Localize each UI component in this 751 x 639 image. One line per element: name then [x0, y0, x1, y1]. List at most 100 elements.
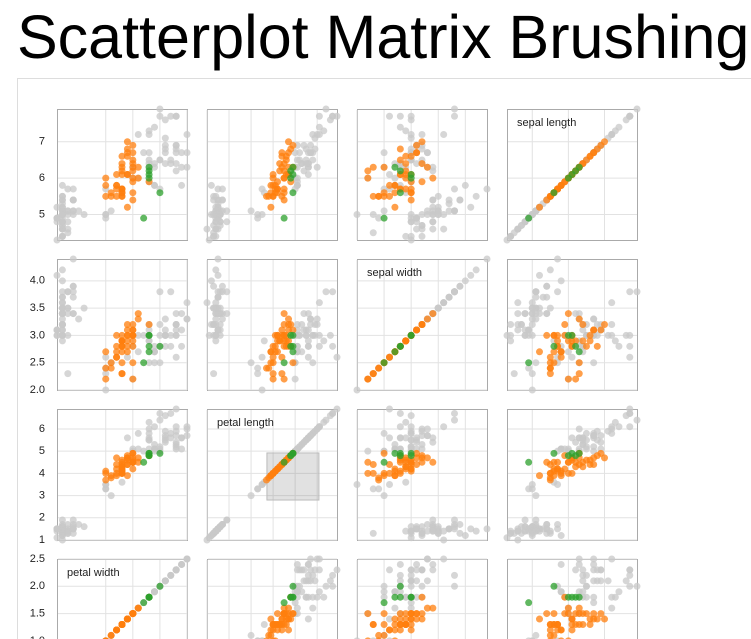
point: [315, 555, 323, 563]
point: [269, 353, 277, 361]
point: [353, 386, 361, 394]
point: [304, 560, 312, 568]
point: [183, 299, 191, 307]
point: [579, 337, 587, 345]
point: [429, 225, 437, 233]
point: [386, 615, 393, 623]
point: [391, 189, 399, 197]
point: [145, 321, 153, 328]
point: [304, 337, 312, 345]
point: [285, 149, 293, 157]
point: [53, 236, 61, 244]
point: [396, 123, 404, 131]
point: [69, 516, 77, 524]
point: [353, 480, 361, 488]
point: [575, 370, 583, 378]
point: [214, 271, 222, 279]
point: [418, 427, 426, 435]
point: [280, 310, 288, 318]
point: [129, 189, 137, 197]
point: [532, 492, 540, 500]
point: [579, 321, 587, 328]
point: [107, 492, 115, 500]
point: [134, 310, 142, 318]
point: [313, 593, 321, 601]
point: [407, 185, 415, 193]
point: [118, 348, 126, 356]
point: [434, 523, 442, 531]
point: [53, 331, 61, 339]
point: [285, 315, 293, 323]
point: [507, 529, 515, 537]
point: [546, 266, 554, 274]
point: [429, 196, 437, 204]
point: [568, 353, 576, 361]
point: [161, 315, 169, 323]
point: [467, 203, 475, 211]
point: [413, 593, 421, 601]
y-tick-label: 2.0: [30, 580, 45, 592]
point: [564, 174, 572, 182]
point: [274, 331, 282, 339]
point: [608, 429, 616, 437]
point: [167, 409, 175, 417]
point: [525, 458, 533, 466]
point: [53, 534, 61, 542]
point: [113, 465, 121, 473]
point: [413, 461, 421, 469]
point: [172, 566, 180, 574]
point: [58, 315, 66, 323]
point: [564, 452, 572, 460]
point: [391, 163, 399, 171]
point: [172, 160, 180, 168]
point: [407, 615, 415, 623]
point: [423, 527, 431, 535]
point: [590, 593, 598, 601]
point: [123, 456, 131, 464]
point: [258, 386, 266, 394]
point: [129, 359, 137, 367]
point: [396, 156, 404, 164]
point: [386, 112, 393, 120]
point: [267, 615, 275, 623]
point: [113, 353, 121, 361]
point: [102, 364, 110, 372]
point: [483, 525, 491, 533]
point: [212, 337, 220, 345]
point: [129, 465, 137, 473]
point: [429, 218, 437, 226]
point: [418, 441, 426, 449]
point: [579, 436, 587, 444]
point: [172, 149, 180, 157]
point: [145, 331, 153, 339]
point: [546, 359, 554, 367]
point: [413, 525, 421, 533]
point: [53, 203, 61, 211]
point: [402, 434, 410, 442]
point: [287, 342, 295, 350]
point: [129, 174, 137, 182]
point: [102, 353, 110, 361]
point: [575, 560, 583, 568]
point: [58, 266, 66, 274]
point: [528, 304, 536, 312]
point: [140, 331, 148, 339]
point: [69, 293, 77, 301]
point: [207, 181, 215, 189]
point: [550, 348, 558, 356]
point: [64, 310, 72, 318]
point: [300, 141, 308, 149]
point: [407, 211, 415, 219]
point: [572, 310, 580, 318]
point: [64, 527, 72, 535]
point: [391, 604, 399, 612]
point: [218, 185, 226, 193]
point: [274, 626, 282, 634]
point: [134, 130, 142, 138]
point: [451, 409, 458, 417]
point: [407, 566, 415, 574]
point: [107, 207, 115, 215]
point: [212, 299, 220, 307]
point: [291, 375, 299, 383]
